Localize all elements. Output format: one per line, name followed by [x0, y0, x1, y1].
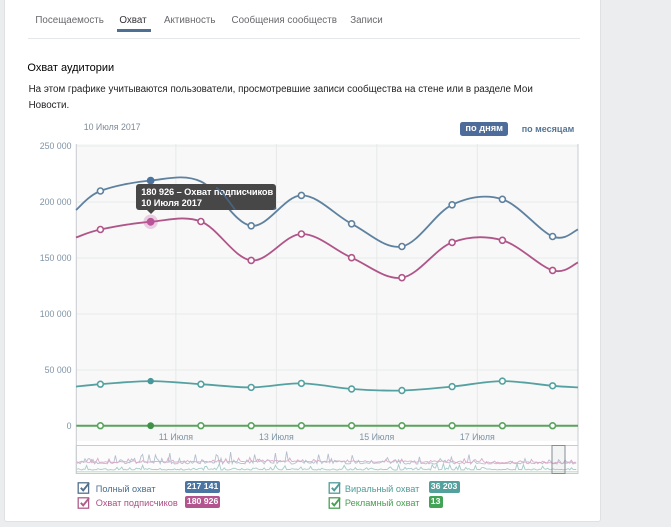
svg-text:150 000: 150 000: [40, 253, 72, 263]
svg-text:13 Июля: 13 Июля: [259, 432, 294, 442]
svg-text:0: 0: [67, 421, 72, 431]
svg-text:200 000: 200 000: [40, 197, 72, 207]
svg-text:17 Июля: 17 Июля: [460, 432, 495, 442]
svg-text:250 000: 250 000: [40, 141, 72, 151]
svg-text:100 000: 100 000: [40, 309, 72, 319]
svg-text:50 000: 50 000: [45, 365, 72, 375]
svg-text:15 Июля: 15 Июля: [359, 432, 394, 442]
svg-text:11 Июля: 11 Июля: [159, 432, 193, 442]
